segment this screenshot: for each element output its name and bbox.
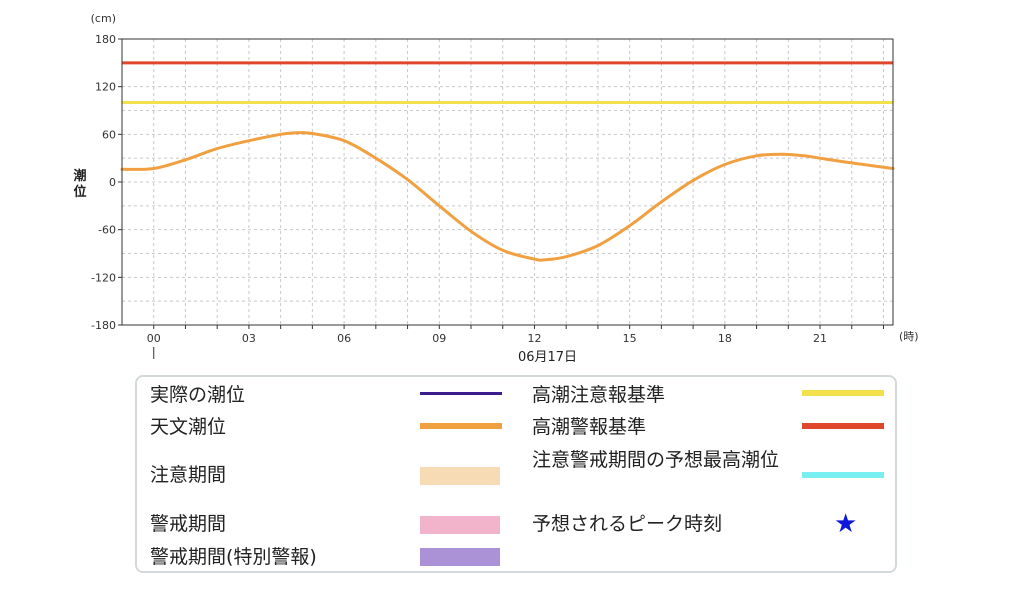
date-label: 06月17日 bbox=[518, 350, 577, 365]
legend-label-actual-tide: 実際の潮位 bbox=[150, 384, 246, 406]
legend-swatch-caution-period bbox=[420, 467, 500, 485]
y-unit-label: (cm) bbox=[91, 12, 116, 25]
y-tick-label: 0 bbox=[109, 176, 116, 189]
legend-label-warning-period: 警戒期間 bbox=[150, 513, 227, 535]
legend-swatch-warning-period bbox=[420, 516, 500, 534]
legend-label-high-tide-advisory: 高潮注意報基準 bbox=[532, 384, 666, 406]
tide-chart: 180 120 60 0 -60 -120 -180 00 03 06 09 12 15 18 21 (cm)… bbox=[73, 12, 919, 365]
legend-label-predicted-peak-time: 予想されるピーク時刻 bbox=[532, 513, 723, 535]
y-tick-label: -180 bbox=[91, 319, 116, 332]
y-tick-label: -60 bbox=[98, 224, 116, 237]
x-tick-label: 06 bbox=[337, 332, 351, 345]
x-tick-label: 03 bbox=[242, 332, 256, 345]
legend-swatch-predicted-max-tide bbox=[802, 472, 884, 478]
star-icon: ★ bbox=[834, 509, 858, 539]
legend-label-astronomical-tide: 天文潮位 bbox=[150, 416, 227, 438]
y-tick-label: 180 bbox=[95, 33, 116, 46]
legend-swatch-astronomical-tide bbox=[420, 423, 502, 429]
x-tick-label: 09 bbox=[432, 332, 446, 345]
y-tick-label: -120 bbox=[91, 271, 116, 284]
legend-label-caution-period: 注意期間 bbox=[150, 464, 227, 486]
y-tick-label: 120 bbox=[95, 81, 116, 94]
y-tick-label: 60 bbox=[102, 128, 116, 141]
legend-swatch-actual-tide bbox=[420, 392, 502, 395]
y-axis-title-char: 潮 bbox=[73, 168, 86, 184]
x-tick-label: 12 bbox=[527, 332, 541, 345]
legend-label-predicted-max-tide: 注意警戒期間の予想最高潮位 bbox=[532, 449, 780, 471]
series-line-astronomical-tide bbox=[120, 131, 895, 262]
legend-swatch-high-tide-advisory bbox=[802, 390, 884, 396]
x-unit-label: (時) bbox=[899, 330, 919, 343]
x-tick-label: 21 bbox=[813, 332, 827, 345]
legend-label-special-warning-period: 警戒期間(特別警報) bbox=[150, 546, 317, 568]
legend-label-high-tide-warning: 高潮警報基準 bbox=[532, 416, 647, 438]
legend-swatch-high-tide-warning bbox=[802, 423, 884, 429]
x-tick-label: 15 bbox=[623, 332, 637, 345]
y-axis-title-char: 位 bbox=[73, 184, 86, 200]
legend-swatch-special-warning-period bbox=[420, 548, 500, 566]
x-tick-label: 00 bbox=[147, 332, 161, 345]
chart-legend: 実際の潮位 天文潮位 注意期間 警戒期間 警戒期間(特別警報) 高潮注意報基準 … bbox=[135, 375, 897, 573]
x-tick-label: 18 bbox=[718, 332, 732, 345]
